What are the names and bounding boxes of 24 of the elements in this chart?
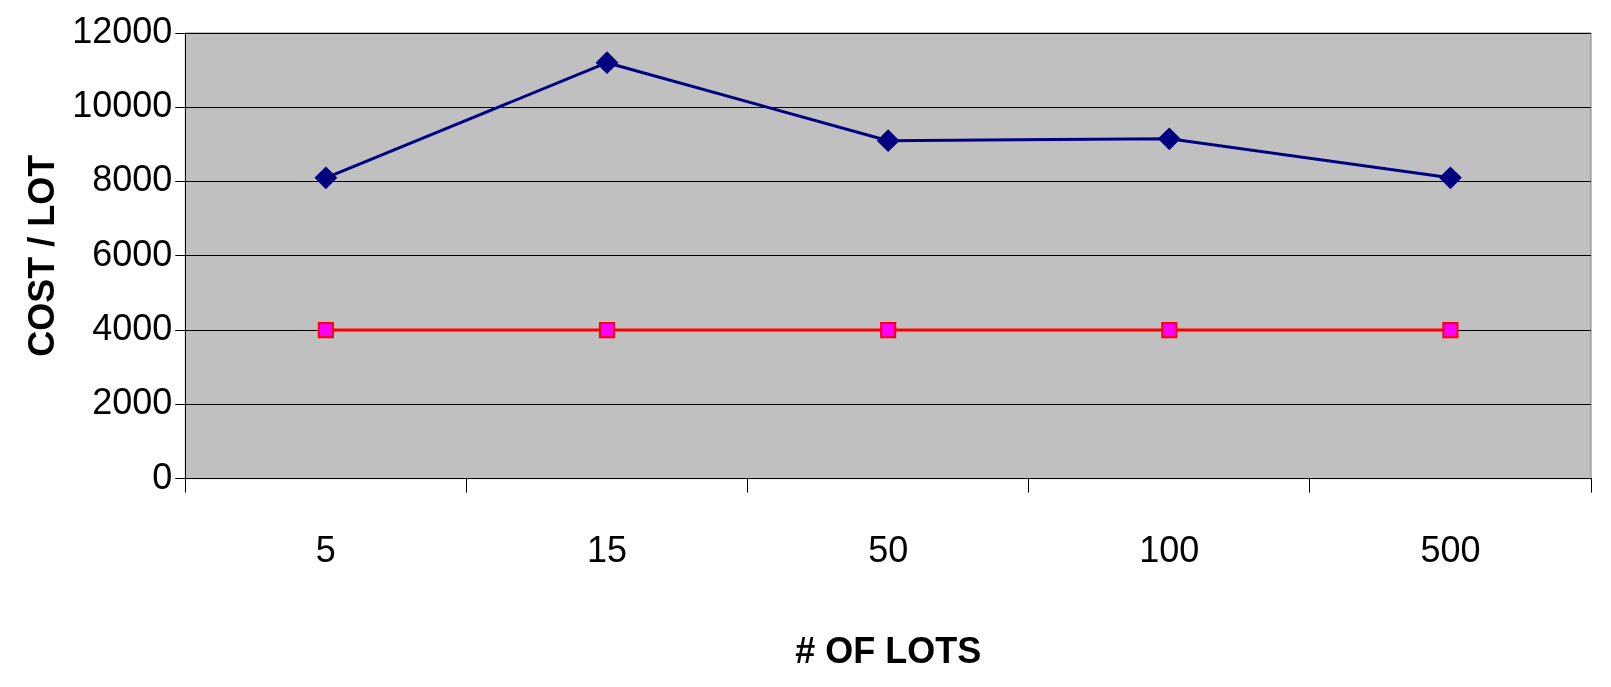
point [317,322,334,339]
y-tick-label: 12000 [72,9,173,51]
point [1439,166,1462,189]
y-tick-label: 0 [152,455,173,497]
x-axis-title: # OF LOTS [795,630,982,672]
point [596,51,619,74]
x-tick-label: 500 [1420,529,1481,571]
y-tick-label: 10000 [72,84,173,126]
x-tick-label: 50 [868,529,909,571]
y-tick-label: 8000 [92,158,173,200]
x-tick-label: 15 [586,529,628,571]
y-tick-label: 4000 [92,306,173,348]
point [877,129,900,152]
y-axis-title: COST / LOT [20,154,62,357]
y-tick-label: 2000 [92,381,173,423]
point [1442,322,1459,339]
point [880,322,897,339]
point [1158,127,1181,150]
y-tick-label: 6000 [92,232,173,274]
point [314,166,337,189]
point [1161,322,1178,339]
point [598,322,616,339]
x-tick-label: 100 [1139,529,1200,571]
x-tick-label: 5 [315,529,336,571]
